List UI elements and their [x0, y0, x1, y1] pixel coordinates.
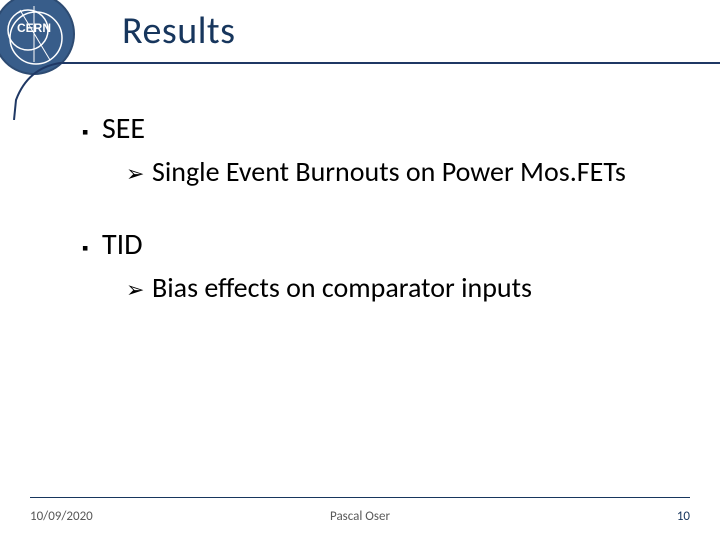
logo-container: CERN	[0, 0, 70, 68]
footer-date: 10/09/2020	[30, 509, 93, 524]
bullet-level2: ➢ Bias effects on comparator inputs	[126, 270, 662, 306]
slide-title: Results	[122, 8, 236, 54]
footer-author: Pascal Oser	[330, 509, 390, 524]
bullet-level1: ▪ SEE	[82, 110, 662, 150]
bullet-level1: ▪ TID	[82, 226, 662, 266]
square-bullet-icon: ▪	[82, 226, 102, 266]
footer: 10/09/2020 Pascal Oser 10	[30, 504, 690, 528]
logo-text: CERN	[17, 21, 51, 35]
bullet-level2: ➢ Single Event Burnouts on Power Mos.FET…	[126, 154, 662, 190]
footer-page-number: 10	[677, 509, 690, 524]
slide: CERN Results ▪ SEE ➢ Single Event Burnou…	[0, 0, 720, 540]
content-area: ▪ SEE ➢ Single Event Burnouts on Power M…	[82, 110, 662, 342]
subbullet-text: Single Event Burnouts on Power Mos.FETs	[152, 154, 626, 189]
bullet-text: SEE	[102, 110, 145, 147]
arrow-bullet-icon: ➢	[126, 158, 152, 190]
header: CERN Results	[0, 0, 720, 68]
arrow-bullet-icon: ➢	[126, 274, 152, 306]
bullet-text: TID	[102, 226, 143, 263]
header-divider	[60, 62, 720, 64]
square-bullet-icon: ▪	[82, 110, 102, 150]
subbullet-text: Bias effects on comparator inputs	[152, 270, 532, 305]
footer-divider	[30, 497, 690, 499]
